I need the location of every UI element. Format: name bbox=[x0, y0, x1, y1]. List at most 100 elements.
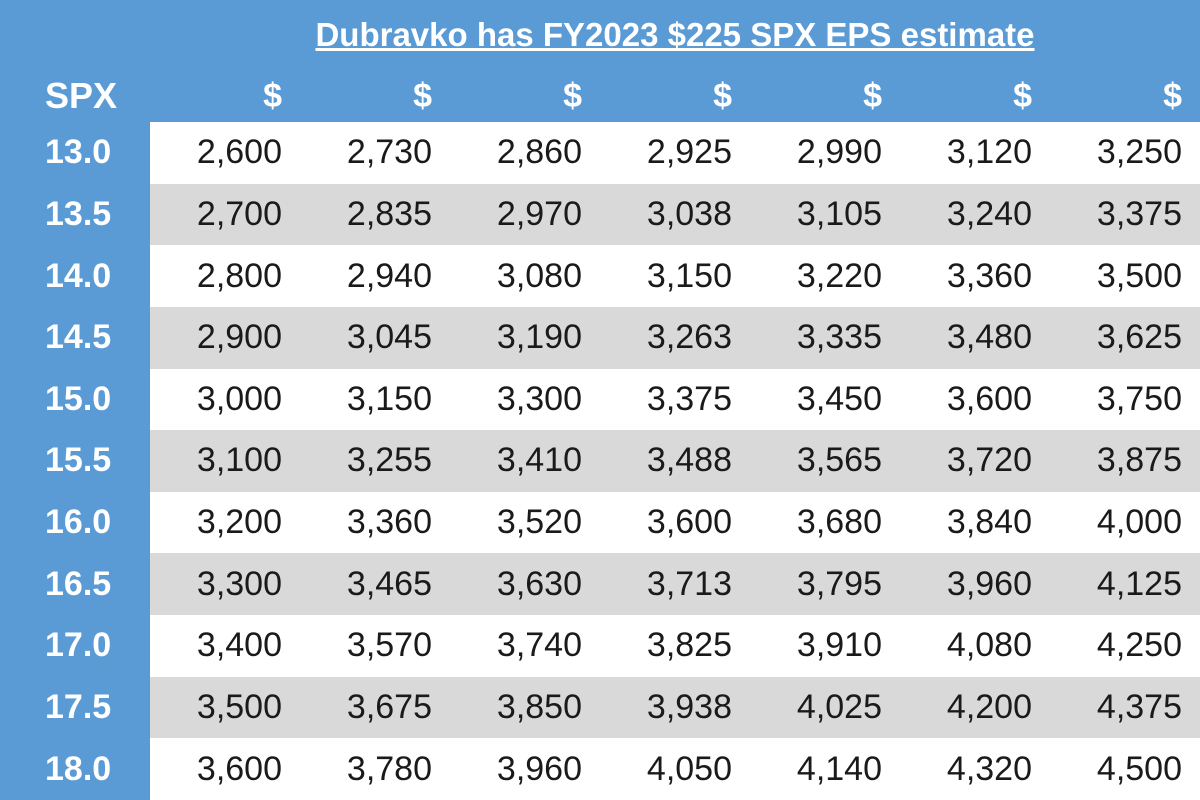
table-cell: 3,840 bbox=[946, 503, 1032, 542]
row-header: 18.0 bbox=[0, 738, 150, 800]
table-cell: 3,045 bbox=[346, 318, 432, 357]
table-row: 13.0 2,600 2,730 2,860 2,925 2,990 3,120 3,250 bbox=[0, 122, 1200, 184]
row-cells: 3,000 3,150 3,300 3,375 3,450 3,600 3,750 bbox=[150, 368, 1200, 431]
row-header: 15.0 bbox=[0, 368, 150, 431]
table-cell: 4,125 bbox=[1096, 564, 1182, 603]
row-cells: 2,900 3,045 3,190 3,263 3,335 3,480 3,625 bbox=[150, 306, 1200, 369]
table-cell: 4,080 bbox=[946, 626, 1032, 665]
table-cell: 3,038 bbox=[646, 194, 732, 233]
table-cell: 2,700 bbox=[196, 194, 282, 233]
table-cell: 3,565 bbox=[796, 441, 882, 480]
table-cell: 2,970 bbox=[496, 194, 582, 233]
table-title: Dubravko has FY2023 $225 SPX EPS estimat… bbox=[315, 16, 1035, 53]
table-cell: 3,570 bbox=[346, 626, 432, 665]
table-cell: 3,080 bbox=[496, 256, 582, 295]
table-cell: 3,250 bbox=[1096, 133, 1182, 172]
row-cells: 2,600 2,730 2,860 2,925 2,990 3,120 3,250 bbox=[150, 122, 1200, 184]
row-header: 13.5 bbox=[0, 183, 150, 246]
column-header: $ 250.00 bbox=[1078, 77, 1182, 167]
column-headers: $ 200.00 $ 210.00 $ 220.00 $ 225.00 $ 230.00… bbox=[150, 70, 1200, 167]
table-cell: 2,600 bbox=[196, 133, 282, 172]
table-row: 17.5 3,500 3,675 3,850 3,938 4,025 4,200 4,375 bbox=[0, 676, 1200, 739]
table-cell: 4,200 bbox=[946, 688, 1032, 727]
table-cell: 3,750 bbox=[1096, 379, 1182, 418]
table-body: 13.0 2,600 2,730 2,860 2,925 2,990 3,120 3,250 1… bbox=[0, 122, 1200, 800]
table-cell: 3,713 bbox=[646, 564, 732, 603]
table-row: 13.5 2,700 2,835 2,970 3,038 3,105 3,240 3,375 bbox=[0, 183, 1200, 246]
column-header: $ 210.00 bbox=[328, 77, 432, 167]
table-cell: 3,100 bbox=[196, 441, 282, 480]
column-header: $ 230.00 bbox=[778, 77, 882, 167]
table-cell: 2,940 bbox=[346, 256, 432, 295]
column-header: $ 220.00 bbox=[478, 77, 582, 167]
table-cell: 3,450 bbox=[796, 379, 882, 418]
table-cell: 3,190 bbox=[496, 318, 582, 357]
table-cell: 3,300 bbox=[196, 564, 282, 603]
column-header: $ 225.00 bbox=[628, 77, 732, 167]
table-cell: 3,300 bbox=[496, 379, 582, 418]
row-cells: 2,700 2,835 2,970 3,038 3,105 3,240 3,375 bbox=[150, 183, 1200, 246]
table-cell: 2,860 bbox=[496, 133, 582, 172]
table-cell: 3,720 bbox=[946, 441, 1032, 480]
table-cell: 2,900 bbox=[196, 318, 282, 357]
column-header: $ 200.00 bbox=[178, 77, 282, 167]
table-cell: 3,150 bbox=[346, 379, 432, 418]
row-cells: 3,200 3,360 3,520 3,600 3,680 3,840 4,000 bbox=[150, 491, 1200, 554]
table-row: 15.5 3,100 3,255 3,410 3,488 3,565 3,720 3,875 bbox=[0, 430, 1200, 492]
table-cell: 4,050 bbox=[646, 749, 732, 788]
table-cell: 3,825 bbox=[646, 626, 732, 665]
table-cell: 4,025 bbox=[796, 688, 882, 727]
row-header: 14.0 bbox=[0, 245, 150, 307]
table-cell: 3,480 bbox=[946, 318, 1032, 357]
row-cells: 3,500 3,675 3,850 3,938 4,025 4,200 4,375 bbox=[150, 676, 1200, 739]
table-row: 16.0 3,200 3,360 3,520 3,600 3,680 3,840 4,000 bbox=[0, 491, 1200, 554]
table-cell: 3,500 bbox=[1096, 256, 1182, 295]
table-cell: 3,120 bbox=[946, 133, 1032, 172]
row-cells: 3,600 3,780 3,960 4,050 4,140 4,320 4,500 bbox=[150, 738, 1200, 800]
table-cell: 3,960 bbox=[496, 749, 582, 788]
table-cell: 3,375 bbox=[1096, 194, 1182, 233]
row-cells: 3,300 3,465 3,630 3,713 3,795 3,960 4,125 bbox=[150, 553, 1200, 616]
table-cell: 3,600 bbox=[946, 379, 1032, 418]
table-cell: 4,375 bbox=[1096, 688, 1182, 727]
table-cell: 3,105 bbox=[796, 194, 882, 233]
table-cell: 3,960 bbox=[946, 564, 1032, 603]
table-cell: 3,938 bbox=[646, 688, 732, 727]
table-cell: 3,625 bbox=[1096, 318, 1182, 357]
row-cells: 2,800 2,940 3,080 3,150 3,220 3,360 3,500 bbox=[150, 245, 1200, 307]
row-header-label: SPX bbox=[45, 75, 118, 116]
table-cell: 3,875 bbox=[1096, 441, 1182, 480]
table-cell: 3,795 bbox=[796, 564, 882, 603]
table-cell: 3,780 bbox=[346, 749, 432, 788]
table-cell: 3,675 bbox=[346, 688, 432, 727]
table-cell: 3,375 bbox=[646, 379, 732, 418]
row-header: 17.5 bbox=[0, 676, 150, 739]
table-row: 16.5 3,300 3,465 3,630 3,713 3,795 3,960 4,125 bbox=[0, 553, 1200, 616]
table-cell: 2,835 bbox=[346, 194, 432, 233]
table-cell: 3,360 bbox=[946, 256, 1032, 295]
table-cell: 3,400 bbox=[196, 626, 282, 665]
table-cell: 3,600 bbox=[646, 503, 732, 542]
row-header: 14.5 bbox=[0, 306, 150, 369]
table-cell: 4,250 bbox=[1096, 626, 1182, 665]
table-cell: 4,500 bbox=[1096, 749, 1182, 788]
table-cell: 3,150 bbox=[646, 256, 732, 295]
table-row: 14.5 2,900 3,045 3,190 3,263 3,335 3,480 3,625 bbox=[0, 306, 1200, 369]
table-cell: 3,360 bbox=[346, 503, 432, 542]
table-cell: 3,500 bbox=[196, 688, 282, 727]
row-header: 16.0 bbox=[0, 491, 150, 554]
row-cells: 3,400 3,570 3,740 3,825 3,910 4,080 4,250 bbox=[150, 615, 1200, 677]
table-cell: 2,925 bbox=[646, 133, 732, 172]
table-cell: 3,220 bbox=[796, 256, 882, 295]
row-header: 17.0 bbox=[0, 615, 150, 677]
table-cell: 2,730 bbox=[346, 133, 432, 172]
column-header: $ 240.00 bbox=[928, 77, 1032, 167]
table-cell: 4,320 bbox=[946, 749, 1032, 788]
table-cell: 3,263 bbox=[646, 318, 732, 357]
table-cell: 3,520 bbox=[496, 503, 582, 542]
table-cell: 3,465 bbox=[346, 564, 432, 603]
row-header: 16.5 bbox=[0, 553, 150, 616]
table-cell: 3,410 bbox=[496, 441, 582, 480]
table-cell: 3,000 bbox=[196, 379, 282, 418]
